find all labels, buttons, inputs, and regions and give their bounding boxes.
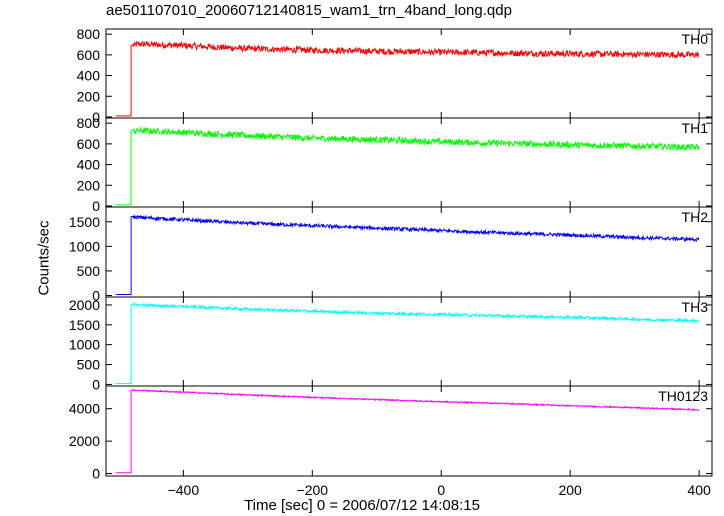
- y-tick-label-th0123: 2000: [69, 433, 100, 449]
- y-tick-label-th0: 600: [77, 47, 101, 63]
- y-tick-label-th0: 0: [92, 109, 100, 125]
- y-tick-label-th0123: 4000: [69, 401, 100, 417]
- panel-label-th3: TH3: [682, 299, 709, 315]
- x-tick-label: 400: [687, 482, 711, 498]
- series-line-th1: [115, 126, 700, 206]
- panel-label-th0123: TH0123: [658, 388, 708, 404]
- panel-label-th1: TH1: [682, 120, 709, 136]
- y-tick-label-th0123: 0: [92, 466, 100, 482]
- panel-frame-th3: [105, 296, 713, 387]
- y-tick-label-th1: 0: [92, 198, 100, 214]
- y-tick-label-th0: 400: [77, 68, 101, 84]
- panel-frame-th0123: [105, 385, 713, 477]
- y-tick-label-th3: 0: [92, 376, 100, 392]
- panel-frame-th0: [105, 28, 713, 119]
- y-tick-label-th2: 500: [77, 263, 101, 279]
- y-tick-label-th3: 1000: [69, 337, 100, 353]
- y-tick-label-th3: 1500: [69, 317, 100, 333]
- panel-label-th2: TH2: [682, 209, 709, 225]
- x-tick-label: 200: [558, 482, 582, 498]
- y-tick-label-th3: 2000: [69, 297, 100, 313]
- series-line-th2: [115, 214, 700, 295]
- y-tick-label-th2: 1500: [69, 214, 100, 230]
- x-tick-label: 0: [437, 482, 445, 498]
- y-tick-label-th1: 200: [77, 177, 101, 193]
- x-tick-label: −200: [297, 482, 329, 498]
- y-tick-label-th0: 800: [77, 26, 101, 42]
- y-tick-label-th1: 400: [77, 157, 101, 173]
- x-axis-label: Time [sec] 0 = 2006/07/12 14:08:15: [244, 497, 480, 514]
- x-tick-label: −400: [168, 482, 200, 498]
- series-line-th0123: [115, 388, 700, 474]
- series-line-th0: [115, 40, 700, 117]
- chart-title: ae501107010_20060712140815_wam1_trn_4ban…: [106, 2, 512, 19]
- y-tick-label-th2: 0: [92, 288, 100, 304]
- y-tick-label-th3: 500: [77, 357, 101, 373]
- panel-label-th0: TH0: [682, 31, 709, 47]
- y-axis-label: Counts/sec: [35, 220, 53, 296]
- series-line-th3: [115, 302, 700, 385]
- y-tick-label-th0: 200: [77, 88, 101, 104]
- y-tick-label-th1: 800: [77, 115, 101, 131]
- y-tick-label-th1: 600: [77, 136, 101, 152]
- y-tick-label-th2: 1000: [69, 238, 100, 254]
